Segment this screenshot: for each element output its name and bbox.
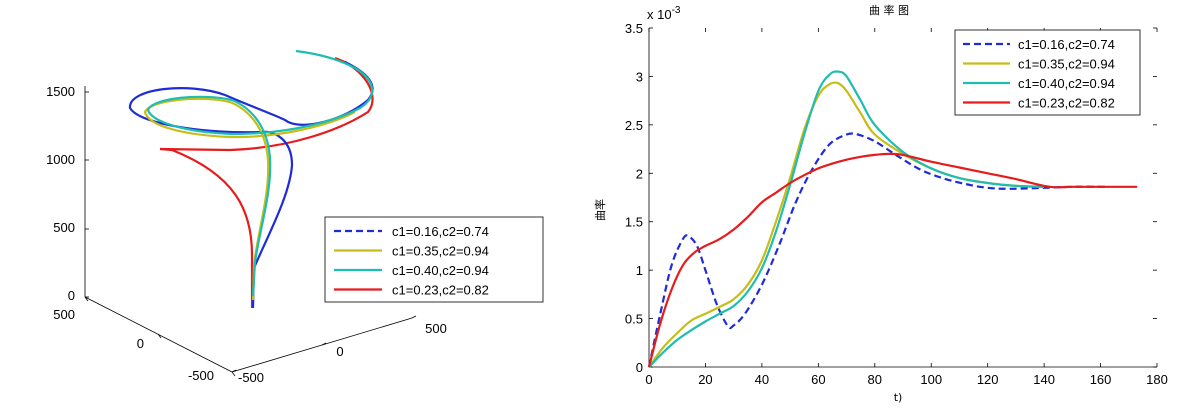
- y-axis-label: 曲率: [593, 199, 607, 221]
- trajectory-3d-plot: 0 500 1000 1500 500 0 -500 -500 0 500: [46, 49, 544, 385]
- legend-curvature: c1=0.16,c2=0.74 c1=0.35,c2=0.94 c1=0.40,c2…: [954, 29, 1141, 116]
- x-tick-label: 40: [755, 372, 769, 387]
- legend-3d: c1=0.16,c2=0.74 c1=0.35,c2=0.94 c1=0.40,c2…: [324, 216, 544, 303]
- z-tick-label: 1000: [46, 152, 75, 167]
- x-tick-label: 160: [1090, 372, 1112, 387]
- y-tick-label: 0: [336, 344, 343, 359]
- x-tick-label: 0: [137, 336, 144, 351]
- x-tick-label: 120: [977, 372, 999, 387]
- trajectory-series-2: [143, 97, 356, 301]
- y-tick-label: -500: [238, 370, 264, 385]
- legend-entry-label: c1=0.40,c2=0.94: [1018, 76, 1115, 91]
- y-tick-label: 2: [636, 166, 643, 181]
- legend-entry-label: c1=0.35,c2=0.94: [392, 244, 489, 259]
- chart-title: 曲 率 图: [869, 3, 909, 17]
- y-tick-label: 0.5: [625, 312, 643, 327]
- x-tick-label: 0: [645, 372, 652, 387]
- series-line-4: [647, 152, 1138, 368]
- x-tick-label: 180: [1146, 372, 1168, 387]
- legend-entry-label: c1=0.16,c2=0.74: [1018, 37, 1115, 52]
- x-tick-label: 20: [698, 372, 712, 387]
- x-tick-label: 500: [53, 307, 75, 322]
- trajectory-series-3: [146, 49, 374, 297]
- y-tick-label: 1.5: [625, 215, 643, 230]
- trajectories: [128, 49, 374, 309]
- z-tick-label: 1500: [46, 84, 75, 99]
- x-ticks: 0 20 40 60 80 100 120 140 160 180: [645, 28, 1168, 387]
- y-tick-label: 3: [636, 69, 643, 84]
- x-tick-label: 80: [868, 372, 882, 387]
- series-lines: [647, 70, 1138, 368]
- curvature-chart: 曲 率 图 x 10-3 0 20 40 60 80 100 120 140 160 180 00…: [593, 3, 1168, 404]
- series-line-3: [648, 70, 1045, 368]
- y-tick-label: 0: [636, 360, 643, 375]
- x-axis-label: t): [894, 391, 903, 404]
- y-tick-label: 1: [636, 263, 643, 278]
- legend-entry-label: c1=0.23,c2=0.82: [392, 283, 489, 298]
- legend-entry-label: c1=0.40,c2=0.94: [392, 263, 489, 278]
- legend-entry-label: c1=0.23,c2=0.82: [1018, 96, 1115, 111]
- legend-entry-label: c1=0.35,c2=0.94: [1018, 57, 1115, 72]
- x-tick-label: 140: [1033, 372, 1055, 387]
- z-tick-label: 500: [53, 220, 75, 235]
- x-tick-label: 100: [920, 372, 942, 387]
- z-tick-label: 0: [68, 288, 75, 303]
- x-tick-label: 60: [811, 372, 825, 387]
- series-line-2: [648, 81, 1045, 368]
- y-ticks: 0 0.5 1 1.5 2 2.5 3 3.5: [625, 21, 1157, 375]
- legend-entry-label: c1=0.16,c2=0.74: [392, 224, 489, 239]
- series-line-1: [647, 132, 1107, 368]
- x-tick-label: -500: [188, 368, 214, 383]
- y-tick-label: 3.5: [625, 21, 643, 36]
- exponent-label: x 10-3: [647, 5, 681, 22]
- y-tick-label: 500: [425, 321, 447, 336]
- y-tick-label: 2.5: [625, 118, 643, 133]
